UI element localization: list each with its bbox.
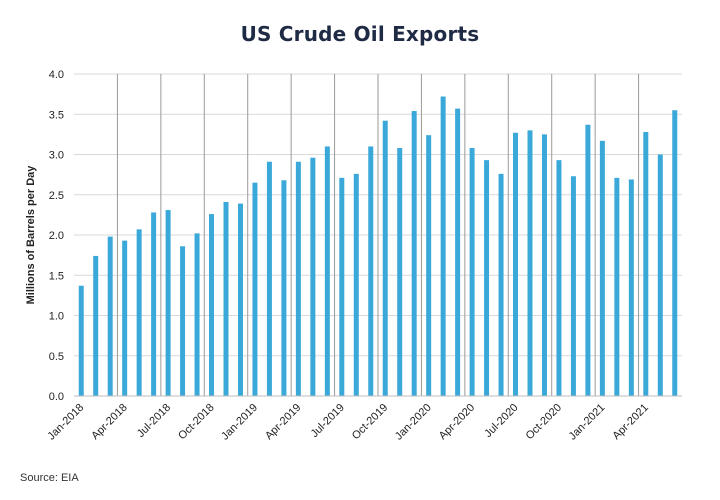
bar-series xyxy=(78,96,678,397)
bar xyxy=(672,110,678,396)
bar xyxy=(78,285,84,396)
y-tick-label: 0.5 xyxy=(49,351,64,363)
y-tick-label: 3.5 xyxy=(49,109,64,121)
y-tick-label: 1.5 xyxy=(49,270,64,282)
x-tick-label: Jan-2021 xyxy=(567,402,608,443)
bar xyxy=(324,146,330,396)
bar xyxy=(426,135,432,396)
chart-title: US Crude Oil Exports xyxy=(240,22,480,46)
x-tick-label: Oct-2018 xyxy=(176,402,216,442)
y-tick-label: 2.0 xyxy=(49,230,64,242)
bar xyxy=(541,134,547,396)
bar xyxy=(484,160,490,396)
bar xyxy=(266,161,272,396)
x-tick-label: Jan-2020 xyxy=(393,402,434,443)
x-tick-label: Oct-2020 xyxy=(524,402,564,442)
source-note: Source: EIA xyxy=(20,472,79,484)
bar xyxy=(252,182,258,396)
bar xyxy=(122,240,128,396)
bar xyxy=(498,173,504,396)
bar xyxy=(151,212,157,396)
bar xyxy=(599,140,605,396)
bar xyxy=(165,210,171,396)
bar xyxy=(556,160,562,396)
bar xyxy=(223,201,229,396)
y-tick-label: 3.0 xyxy=(49,150,64,162)
bar xyxy=(643,131,649,396)
bar xyxy=(570,176,576,396)
x-tick-label: Oct-2019 xyxy=(350,402,390,442)
bar xyxy=(382,120,388,396)
bar xyxy=(310,157,316,396)
bar xyxy=(469,148,475,396)
x-tick-label: Apr-2020 xyxy=(437,402,477,442)
x-tick-labels: Jan-2018 Apr-2018 Jul-2018 Oct-2018 Jan-2019… xyxy=(45,402,650,443)
bar xyxy=(295,161,301,396)
y-tick-label: 4.0 xyxy=(49,69,64,81)
bar xyxy=(136,229,142,396)
x-tick-label: Jul-2019 xyxy=(309,402,347,440)
x-tick-label: Apr-2018 xyxy=(89,402,129,442)
bar xyxy=(281,180,287,396)
bar xyxy=(93,255,99,396)
y-tick-labels: 0.0 0.5 1.0 1.5 2.0 2.5 3.0 3.5 4.0 xyxy=(49,69,64,403)
bar xyxy=(411,111,417,396)
bar xyxy=(194,233,200,396)
x-tick-label: Jul-2018 xyxy=(135,402,173,440)
vertical-gridlines xyxy=(116,74,640,396)
bar xyxy=(585,124,591,396)
bar xyxy=(614,177,620,396)
x-tick-label: Jan-2019 xyxy=(219,402,260,443)
bar xyxy=(397,148,403,396)
bar xyxy=(107,236,113,396)
y-tick-label: 0.0 xyxy=(49,391,64,403)
bar xyxy=(527,130,533,396)
x-tick-label: Apr-2021 xyxy=(610,402,650,442)
bar xyxy=(455,108,461,397)
bar xyxy=(513,132,519,396)
bar xyxy=(209,214,215,396)
bar xyxy=(657,154,663,396)
x-tick-label: Jan-2018 xyxy=(45,402,86,443)
bar xyxy=(339,177,345,396)
bar xyxy=(180,246,186,396)
x-tick-label: Apr-2019 xyxy=(263,402,303,442)
y-tick-label: 2.5 xyxy=(49,190,64,202)
x-tick-label: Jul-2020 xyxy=(482,402,520,440)
bar xyxy=(237,203,243,396)
bar xyxy=(628,179,634,396)
bar xyxy=(353,173,359,396)
y-tick-label: 1.0 xyxy=(49,311,64,323)
bar xyxy=(368,146,374,396)
bar xyxy=(440,96,446,396)
